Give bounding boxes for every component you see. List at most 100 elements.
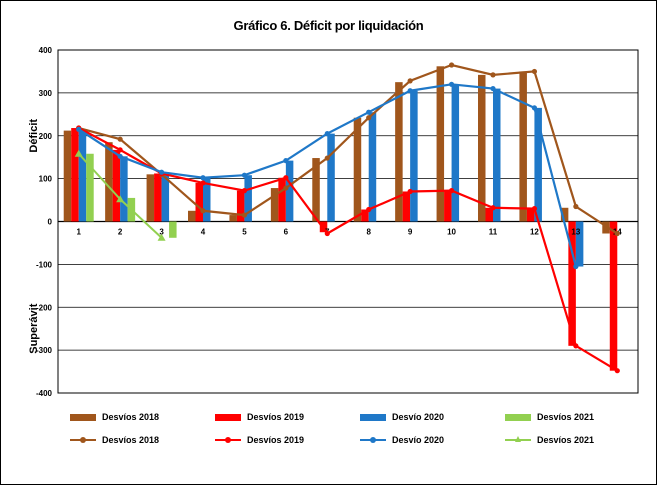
x-tick-label: 1 [76, 228, 81, 237]
y-axis-title-deficit: Déficit [28, 119, 40, 153]
line-point-3-2 [157, 233, 166, 241]
line-point-0-9 [448, 62, 455, 68]
bar-1-2 [112, 149, 121, 222]
line-point-0-1 [117, 136, 123, 142]
line-point-1-1 [117, 147, 123, 153]
x-tick-label: 6 [284, 228, 289, 237]
legend-item: Desvíos 2019 [215, 433, 304, 447]
legend-label: Desvío 2020 [392, 412, 445, 422]
bar-1-1 [71, 128, 79, 222]
y-tick-label: -300 [36, 346, 53, 355]
bar-2-13 [575, 221, 584, 267]
bar-1-10 [444, 190, 452, 222]
line-point-2-8 [407, 88, 413, 94]
line-point-0-10 [490, 72, 496, 78]
x-tick-label: 4 [201, 228, 206, 237]
x-tick-label: 8 [366, 228, 371, 237]
bar-0-2 [105, 142, 113, 222]
bar-0-12 [519, 71, 527, 222]
y-tick-label: 200 [39, 132, 53, 141]
legend: Desvíos 2018 Desvíos 2019 Desvío 2020 Desví… [60, 410, 650, 460]
y-tick-label: 300 [39, 89, 53, 98]
legend-line-swatch [215, 436, 241, 444]
legend-bar-swatch [215, 413, 241, 421]
line-point-2-0 [76, 126, 82, 132]
line-point-3-0 [74, 149, 83, 157]
y-tick-label: -400 [36, 389, 53, 398]
bar-0-3 [146, 174, 155, 222]
bar-0-14 [602, 221, 610, 234]
x-tick-label: 3 [159, 228, 164, 237]
line-point-2-4 [241, 172, 248, 178]
line-point-1-5 [283, 175, 289, 181]
legend-item: Desvíos 2021 [505, 410, 594, 424]
bar-2-6 [285, 160, 294, 222]
bar-2-8 [368, 112, 377, 222]
chart-title: Gráfico 6. Déficit por liquidación [233, 18, 424, 33]
bar-1-14 [609, 221, 618, 371]
legend-label: Desvíos 2019 [247, 412, 305, 422]
legend-bar-swatch [70, 413, 96, 421]
bar-2-9 [410, 90, 418, 222]
line-point-0-11 [531, 68, 538, 75]
line-point-2-2 [158, 169, 165, 175]
bar-0-13 [560, 207, 569, 222]
line-point-2-9 [448, 81, 455, 87]
line-point-1-3 [200, 180, 206, 186]
line-point-1-8 [407, 188, 413, 195]
bar-1-3 [154, 173, 162, 222]
line-point-2-11 [531, 105, 538, 111]
bar-2-12 [534, 107, 542, 222]
bar-0-1 [63, 130, 72, 222]
line-point-1-7 [366, 206, 372, 213]
line-point-2-1 [117, 153, 123, 159]
line-point-1-10 [490, 205, 496, 211]
legend-label: Desvíos 2018 [102, 435, 160, 445]
line-point-1-9 [448, 188, 455, 194]
legend-line-swatch [70, 436, 96, 444]
legend-line-swatch [360, 436, 386, 444]
line-point-3-1 [116, 195, 125, 203]
line-point-0-3 [200, 208, 206, 214]
bar-1-12 [526, 208, 535, 222]
line-point-1-6 [324, 230, 330, 237]
line-point-0-8 [407, 78, 413, 84]
line-point-2-5 [283, 158, 289, 164]
x-tick-label: 2 [118, 228, 123, 237]
bar-0-11 [478, 74, 486, 222]
line-point-0-6 [324, 155, 330, 161]
line-point-0-4 [241, 212, 248, 218]
legend-label: Desvíos 2019 [247, 435, 305, 445]
line-point-2-3 [200, 175, 206, 181]
line-point-0-5 [283, 185, 289, 191]
bar-3-1 [86, 153, 94, 222]
bar-2-11 [493, 88, 501, 222]
bar-2-4 [203, 177, 211, 222]
x-tick-label: 9 [408, 228, 413, 237]
line-point-2-10 [490, 85, 496, 92]
y-tick-label: 0 [48, 218, 53, 227]
legend-item: Desvíos 2019 [215, 410, 304, 424]
legend-bar-swatch [505, 413, 531, 421]
bar-1-6 [278, 177, 286, 222]
x-tick-label: 13 [571, 228, 580, 237]
bar-1-8 [361, 209, 369, 222]
line-point-1-13 [614, 368, 620, 374]
line-point-0-12 [573, 203, 579, 210]
y-axis-title-superavit: Superávit [28, 303, 40, 353]
bar-2-7 [327, 133, 335, 222]
bar-2-1 [78, 129, 87, 222]
bar-3-3 [169, 221, 177, 238]
line-point-0-13 [614, 230, 620, 237]
x-tick-label: 12 [530, 228, 539, 237]
bar-1-9 [402, 191, 411, 222]
bar-1-4 [195, 182, 203, 222]
y-tick-label: 100 [39, 175, 53, 184]
series-line-0 [78, 63, 618, 235]
bar-2-3 [161, 172, 170, 222]
legend-bar-swatch [360, 413, 386, 421]
bar-1-11 [485, 207, 493, 222]
line-point-1-12 [573, 343, 579, 349]
legend-item: Desvío 2020 [360, 410, 444, 424]
legend-item: Desvíos 2018 [70, 410, 159, 424]
